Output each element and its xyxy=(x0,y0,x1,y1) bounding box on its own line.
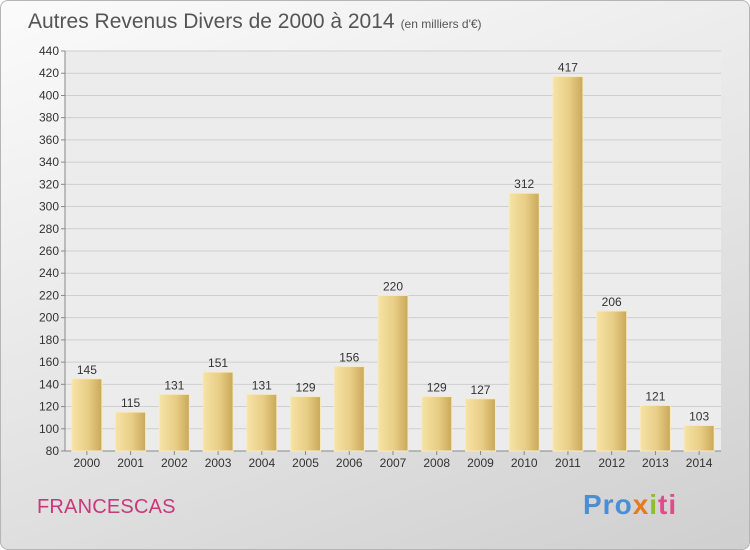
y-tick-label: 260 xyxy=(39,244,59,258)
bar xyxy=(71,378,103,452)
x-tick-label: 2009 xyxy=(467,456,494,470)
bar-value-label: 121 xyxy=(645,389,665,403)
bar xyxy=(115,411,147,452)
y-tick-label: 280 xyxy=(39,222,59,236)
y-tick-label: 180 xyxy=(39,333,59,347)
x-tick-label: 2012 xyxy=(598,456,625,470)
bar-value-label: 145 xyxy=(77,363,97,377)
bar-value-label: 156 xyxy=(339,351,359,365)
y-tick-label: 440 xyxy=(39,44,59,58)
bar xyxy=(639,404,671,452)
bar xyxy=(421,396,453,452)
x-tick-label: 2002 xyxy=(161,456,188,470)
x-tick-label: 2006 xyxy=(336,456,363,470)
x-tick-label: 2000 xyxy=(74,456,101,470)
x-tick-label: 2014 xyxy=(686,456,713,470)
logo-part-ti: ti xyxy=(658,489,678,520)
logo-part-pro: Pro xyxy=(583,489,633,520)
bar xyxy=(683,424,715,452)
bar-value-label: 129 xyxy=(427,381,447,395)
chart-title-text: Autres Revenus Divers de 2000 à 2014 xyxy=(28,10,395,33)
y-tick-label: 380 xyxy=(39,111,59,125)
bar xyxy=(596,310,628,452)
bar xyxy=(158,393,190,452)
bar-value-label: 312 xyxy=(514,177,534,191)
y-tick-label: 360 xyxy=(39,133,59,147)
x-tick-label: 2007 xyxy=(380,456,407,470)
y-tick-label: 140 xyxy=(39,377,59,391)
proxiti-logo: Proxiti xyxy=(583,489,677,521)
bar-value-label: 206 xyxy=(602,295,622,309)
y-tick-label: 220 xyxy=(39,288,59,302)
x-tick-label: 2010 xyxy=(511,456,538,470)
bar-value-label: 417 xyxy=(558,61,578,75)
bar xyxy=(246,393,278,452)
bar-value-label: 115 xyxy=(121,396,140,410)
bar xyxy=(464,398,496,452)
x-tick-label: 2003 xyxy=(205,456,232,470)
y-tick-label: 340 xyxy=(39,155,59,169)
y-tick-label: 120 xyxy=(39,400,59,414)
bar xyxy=(552,76,584,452)
x-tick-label: 2011 xyxy=(555,456,581,470)
bar-value-label: 131 xyxy=(252,378,272,392)
x-tick-label: 2001 xyxy=(117,456,144,470)
bar-value-label: 103 xyxy=(689,409,709,423)
y-tick-label: 320 xyxy=(39,177,59,191)
y-tick-label: 80 xyxy=(46,444,60,458)
bar xyxy=(508,192,540,452)
bar-value-label: 151 xyxy=(208,356,228,370)
logo-part-x: x xyxy=(632,489,650,520)
y-tick-label: 200 xyxy=(39,311,59,325)
x-tick-label: 2008 xyxy=(423,456,450,470)
logo-part-i: i xyxy=(649,489,659,520)
bar xyxy=(202,371,234,452)
bar-value-label: 131 xyxy=(164,378,184,392)
bar xyxy=(290,396,322,452)
bar-value-label: 129 xyxy=(296,381,316,395)
y-tick-label: 300 xyxy=(39,200,59,214)
chart-title: Autres Revenus Divers de 2000 à 2014 (en … xyxy=(28,10,482,34)
x-tick-label: 2013 xyxy=(642,456,669,470)
y-tick-label: 160 xyxy=(39,355,59,369)
y-tick-label: 240 xyxy=(39,266,59,280)
bar xyxy=(333,366,365,452)
bar-value-label: 220 xyxy=(383,279,403,293)
x-tick-label: 2004 xyxy=(248,456,275,470)
bar-value-label: 127 xyxy=(470,383,490,397)
y-tick-label: 420 xyxy=(39,66,59,80)
x-tick-label: 2005 xyxy=(292,456,319,470)
y-tick-label: 400 xyxy=(39,88,59,102)
commune-name: FRANCESCAS xyxy=(37,496,176,518)
chart-subtitle: (en milliers d'€) xyxy=(400,17,482,31)
y-tick-label: 100 xyxy=(39,422,59,436)
bar xyxy=(377,294,409,452)
